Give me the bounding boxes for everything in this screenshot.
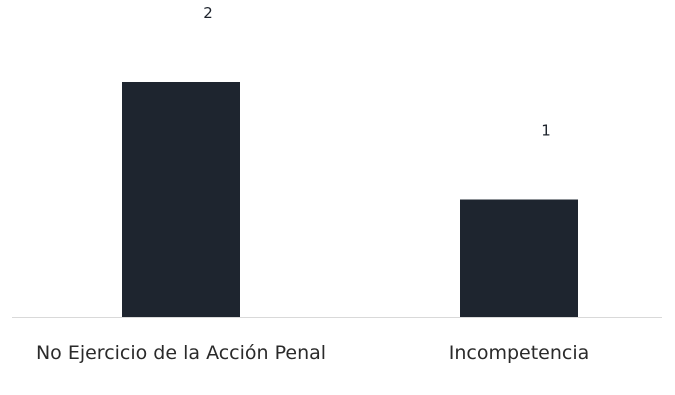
category-label-0: No Ejercicio de la Acción Penal bbox=[35, 342, 327, 364]
category-label-1: Incompetencia bbox=[448, 342, 590, 364]
bar-1 bbox=[460, 199, 578, 317]
bar-0 bbox=[122, 82, 240, 317]
bars-group bbox=[122, 82, 578, 317]
data-label-0: 2 bbox=[203, 4, 213, 22]
value-labels-group: 21 bbox=[203, 4, 551, 140]
data-label-1: 1 bbox=[541, 122, 551, 140]
